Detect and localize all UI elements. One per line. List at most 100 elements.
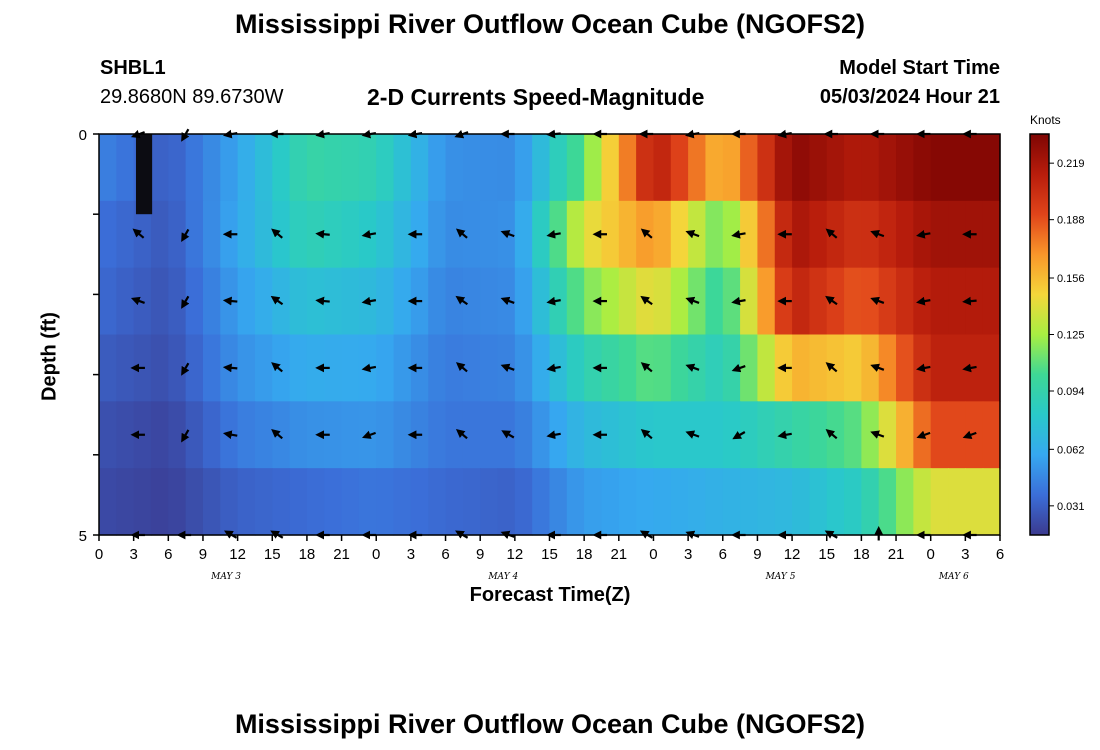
heatmap-cell [878,468,897,536]
heatmap-cell [341,468,360,536]
heatmap-cell [306,468,325,536]
heatmap-cell [133,468,152,536]
current-vector [870,430,885,439]
heatmap-cell [514,468,533,536]
current-vector [916,296,931,306]
heatmap-cell [462,334,481,402]
heatmap-cell [428,401,447,469]
heatmap-cell [809,134,828,202]
heatmap-cell [722,134,741,202]
heatmap-cell [202,468,221,536]
heatmap-cell [705,267,724,336]
heatmap-cell [150,468,169,536]
heatmap-cell [566,401,585,469]
colorbar-tick-label: 0.125 [1057,330,1085,342]
heatmap-cell [618,468,637,536]
heatmap-cell [116,468,135,536]
heatmap-cell [670,267,689,336]
heatmap-cell [237,267,256,336]
heatmap-cell [618,200,637,269]
heatmap-cell [99,267,117,336]
heatmap-cell [878,401,897,469]
heatmap-cell [913,468,932,536]
heatmap-cell [289,134,308,202]
heatmap-cell [462,134,481,202]
heatmap-cell [428,334,447,402]
heatmap-cell [185,334,204,402]
colorbar-tick-label: 0.156 [1057,273,1085,285]
heatmap-cell [566,468,585,536]
heatmap-cell [272,200,291,269]
heatmap-cell [705,334,724,402]
heatmap-cell [878,334,897,402]
current-vector [731,296,746,306]
heatmap-cell [792,267,811,336]
heatmap-cell [653,200,672,269]
heatmap-cell [150,267,169,336]
current-vector [546,229,561,239]
heatmap-cell [757,267,776,336]
current-vector [271,362,283,373]
heatmap-cell [982,334,1001,402]
x-tick-label: 3 [684,546,692,563]
colorbar: 0.031 0.062 0.094 0.125 0.156 0.188 0.219 [1029,133,1085,536]
heatmap-cell [757,468,776,536]
heatmap-cell [982,200,1001,269]
heatmap-cell [341,401,360,469]
heatmap-cell [844,468,862,536]
current-vector [500,230,515,239]
heatmap-cell [601,334,620,402]
heatmap-cell [237,334,256,402]
current-vector [685,430,700,439]
heatmap-cell [220,134,239,202]
current-vector [222,430,238,440]
heatmap-cell [116,200,135,269]
heatmap-cell [480,134,499,202]
heatmap-cell [393,334,412,402]
heatmap-cell [809,468,828,536]
heatmap-cell [150,134,169,202]
heatmap-cell [982,134,1001,202]
current-vector [222,296,238,306]
current-vector [870,363,885,372]
current-vector [132,228,145,239]
heatmap-cell [948,334,966,402]
current-vector [500,363,515,372]
heatmap-cell [618,267,637,336]
heatmap-cell [982,267,1001,336]
heatmap-cell [774,468,793,536]
x-tick-label: 15 [818,546,835,563]
current-vector [870,296,885,306]
current-vector [315,229,330,239]
heatmap-cell [289,200,308,269]
heatmap-cell [653,401,672,469]
date-label: MAY 5 [765,572,796,582]
x-tick-label: 12 [507,546,524,563]
x-tick-label: 21 [610,546,627,563]
heatmap-cell [168,334,187,402]
current-vector [181,429,190,443]
heatmap-cell [272,334,291,402]
current-vector [640,428,653,440]
current-vector [732,431,746,440]
heatmap-cell [740,267,759,336]
current-vector [640,228,653,239]
chart-subtitle: 2-D Currents Speed-Magnitude [367,84,705,110]
heatmap-cell [254,468,273,536]
heatmap-cell [237,468,256,536]
heatmap-cell [965,468,984,536]
heatmap-cell [705,134,724,202]
heatmap-cell [393,200,412,269]
heatmap-cell [653,334,672,402]
current-vector [916,229,931,239]
y-tick-label: 0 [79,127,87,144]
heatmap-cell [341,134,360,202]
heatmap-cell [220,468,239,536]
date-label: MAY 3 [210,572,241,582]
heatmap-cell [636,468,655,536]
chart-title: Mississippi River Outflow Ocean Cube (NG… [234,9,866,39]
heatmap-cell [809,267,828,336]
heatmap-cell [618,401,637,469]
current-vector [685,230,700,239]
heatmap-cell [757,200,776,269]
